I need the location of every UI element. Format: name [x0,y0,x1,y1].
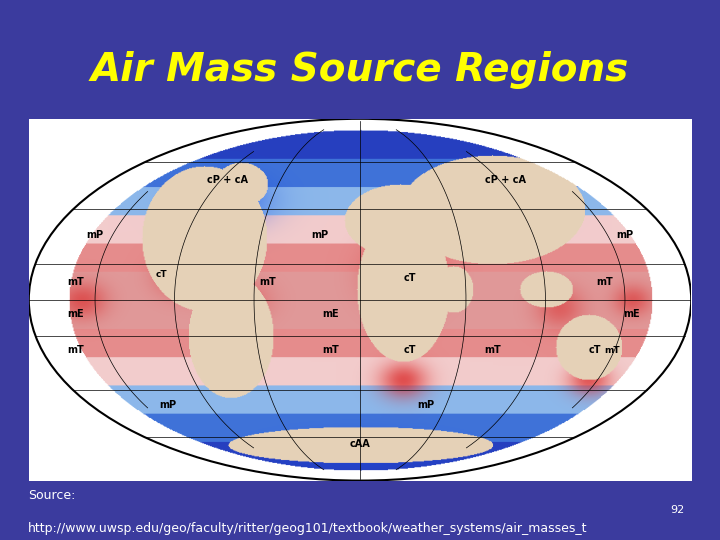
Text: mP: mP [418,400,435,410]
Text: mT: mT [597,276,613,287]
Text: cAA: cAA [350,440,370,449]
Text: mT: mT [259,276,276,287]
Text: mT: mT [604,346,619,355]
Text: mP: mP [312,230,329,240]
Text: cT: cT [403,273,416,283]
Text: cT: cT [403,346,416,355]
Text: Source:: Source: [28,489,76,502]
Text: cT: cT [589,346,601,355]
Text: mE: mE [67,309,84,319]
Text: cP + cA: cP + cA [207,176,248,185]
Text: mT: mT [67,276,84,287]
Text: mT: mT [322,346,338,355]
Text: mP: mP [616,230,634,240]
Text: Air Mass Source Regions: Air Mass Source Regions [91,51,629,89]
Text: mE: mE [322,309,338,319]
Text: mE: mE [624,309,640,319]
Text: mP: mP [159,400,176,410]
Text: cP + cA: cP + cA [485,176,526,185]
Text: mT: mT [67,346,84,355]
Text: mT: mT [484,346,501,355]
Text: cT: cT [156,270,167,279]
Text: http://www.uwsp.edu/geo/faculty/ritter/geog101/textbook/weather_systems/air_mass: http://www.uwsp.edu/geo/faculty/ritter/g… [28,522,588,535]
Text: mP: mP [86,230,104,240]
Text: 92: 92 [670,505,685,515]
